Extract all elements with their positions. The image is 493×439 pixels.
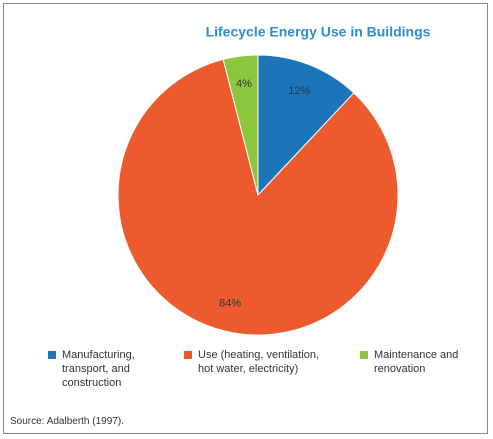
legend-label: Use (heating, ventilation, hot water, el… [198,349,320,375]
legend-item: Maintenance and renovation [360,348,470,376]
pie-slice [117,58,399,336]
legend-swatch [360,351,368,359]
legend-swatch [48,351,56,359]
slice-label: 4% [236,78,252,90]
pie-slice [222,54,259,196]
legend-item: Use (heating, ventilation, hot water, el… [184,348,334,376]
legend-swatch [184,351,192,359]
frame [3,3,488,434]
slice-label: 84% [219,297,241,309]
chart-title: Lifecycle Energy Use in Buildings [206,24,431,40]
legend-label: Manufacturing, transport, and constructi… [62,349,135,389]
legend-item: Manufacturing, transport, and constructi… [48,348,158,390]
legend-label: Maintenance and renovation [374,349,459,375]
slice-label: 12% [288,85,310,97]
pie-slice [257,54,355,197]
source: Source: Adalberth (1997). [10,416,124,427]
